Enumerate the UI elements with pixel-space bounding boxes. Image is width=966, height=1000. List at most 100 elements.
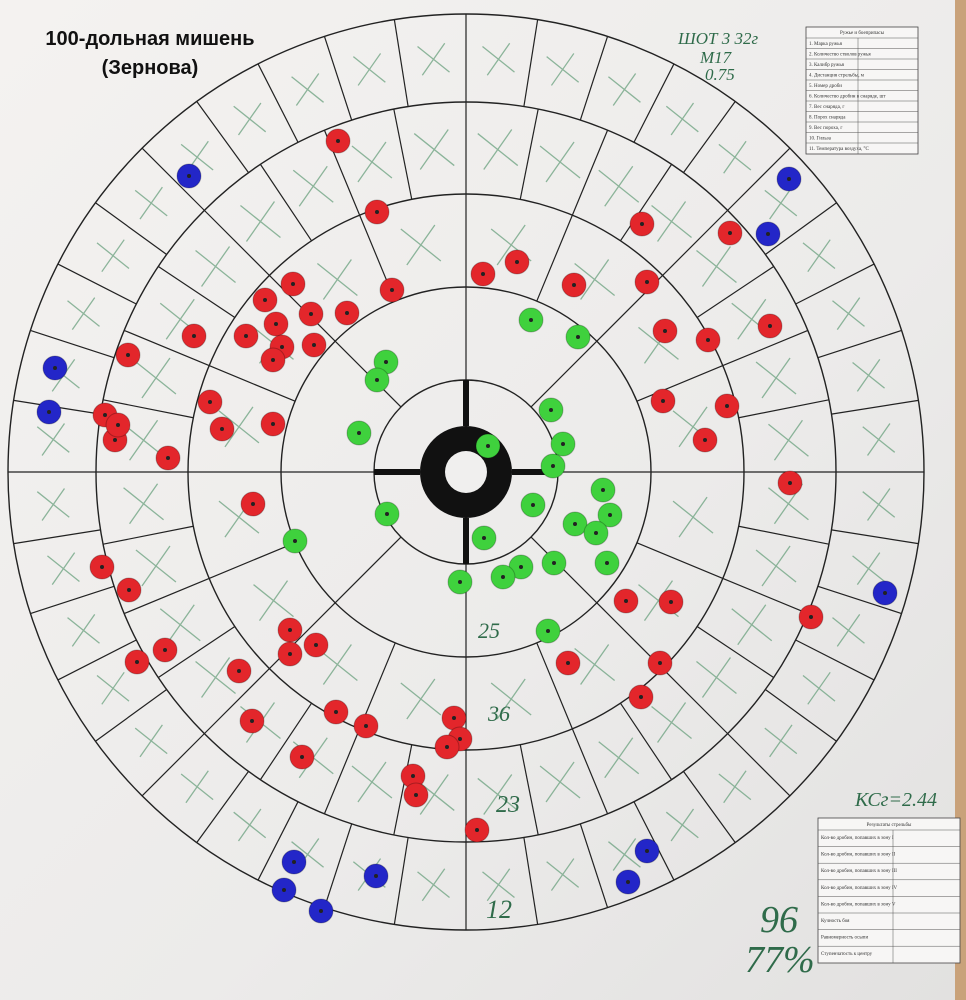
hole <box>594 531 598 535</box>
hole <box>645 280 649 284</box>
hole <box>53 366 57 370</box>
sector-line <box>579 36 609 121</box>
sector-line <box>619 164 673 242</box>
sector-line <box>13 529 101 545</box>
cross-mark <box>546 53 580 86</box>
hole <box>375 378 379 382</box>
hole <box>787 177 791 181</box>
sector-line <box>817 585 902 615</box>
cross-mark <box>482 42 515 76</box>
hole <box>334 710 338 714</box>
gun-table: Ружье и боеприпасы 1. Марка ружья 2. Коли… <box>805 26 919 155</box>
hole <box>314 643 318 647</box>
cross-mark <box>696 657 737 698</box>
sector-line <box>393 744 413 836</box>
hole <box>883 591 887 595</box>
hole <box>293 539 297 543</box>
sector-line <box>795 263 875 305</box>
hole <box>531 503 535 507</box>
cross-mark <box>539 141 581 183</box>
cross-mark <box>731 604 773 646</box>
note-percent: 77% <box>745 939 815 981</box>
sector-line <box>323 728 361 815</box>
sector-line <box>722 329 809 367</box>
sector-line <box>257 63 299 143</box>
cross-mark <box>539 761 581 803</box>
cross-mark <box>123 419 164 461</box>
cross-mark <box>134 186 168 220</box>
table-row-label: 2. Количество стволов ружья <box>809 53 871 58</box>
hole <box>626 880 630 884</box>
sector-line <box>141 147 205 211</box>
sector-line <box>682 101 736 174</box>
cross-mark <box>608 73 641 106</box>
sector-line <box>196 770 250 843</box>
cross-mark <box>47 552 80 586</box>
hole <box>312 343 316 347</box>
sector-line <box>158 625 236 679</box>
cross-mark <box>400 224 442 266</box>
hole <box>282 888 286 892</box>
sector-line <box>536 642 573 730</box>
cross-mark <box>180 770 214 804</box>
hole <box>309 312 313 316</box>
cross-mark <box>316 259 358 300</box>
target-rings <box>7 13 925 931</box>
cross-mark <box>159 604 201 646</box>
cross-mark <box>123 483 164 525</box>
hole <box>166 456 170 460</box>
bull-inner <box>445 451 487 493</box>
cross-mark <box>852 358 885 392</box>
cross-mark <box>417 868 450 902</box>
cross-mark <box>67 614 100 647</box>
results-table: Результаты стрельбы Кол-во дробин, попав… <box>817 817 961 964</box>
sector-line <box>393 19 409 107</box>
sector-line <box>158 265 236 319</box>
hole <box>658 661 662 665</box>
sector-line <box>257 801 299 881</box>
hole <box>288 628 292 632</box>
cross-mark <box>768 419 809 461</box>
results-table-title: Результаты стрельбы <box>867 823 912 828</box>
table-row-label: Равномерность осыпи <box>821 936 868 941</box>
note-ring-2: 25 <box>478 618 500 643</box>
hole <box>608 513 612 517</box>
sector-line <box>831 529 919 545</box>
cross-mark <box>413 129 455 170</box>
hole <box>788 481 792 485</box>
hole <box>280 345 284 349</box>
gun-table-title: Ружье и боеприпасы <box>840 31 885 36</box>
cross-mark <box>351 141 393 183</box>
sector-line <box>95 202 168 256</box>
table-row-label: 10. Гильза <box>809 137 832 142</box>
cross-mark <box>755 545 797 587</box>
sector-line <box>530 340 598 408</box>
cross-mark <box>134 724 168 758</box>
hole <box>552 561 556 565</box>
hole <box>126 353 130 357</box>
cross-mark <box>67 297 100 330</box>
hole <box>624 599 628 603</box>
hole <box>375 210 379 214</box>
hole <box>551 464 555 468</box>
hole <box>573 522 577 526</box>
hole <box>288 652 292 656</box>
hole <box>549 408 553 412</box>
cross-mark <box>291 73 324 106</box>
sector-line <box>102 399 194 419</box>
hole <box>458 580 462 584</box>
hole <box>274 322 278 326</box>
hole <box>566 661 570 665</box>
cross-mark <box>832 297 865 330</box>
sector-line <box>579 823 609 908</box>
sector-line <box>727 147 791 211</box>
cross-mark <box>400 678 442 720</box>
table-row-label: Кол-во дробин, попавших в зону I <box>821 836 894 841</box>
hole <box>103 413 107 417</box>
cross-mark <box>665 808 699 842</box>
note-ring-5: 12 <box>486 895 512 924</box>
cross-mark <box>802 671 836 705</box>
sector-line <box>102 525 194 545</box>
hole <box>244 334 248 338</box>
